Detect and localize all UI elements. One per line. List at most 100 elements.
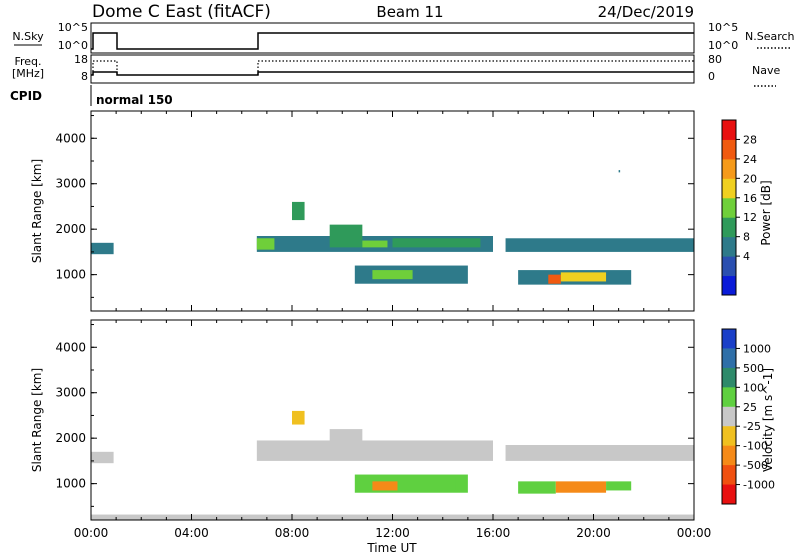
x-tick-label: 04:00 [174, 526, 209, 540]
velocity-colorbar: 1000 500 100 25 -25 -100 -500 -1000 [721, 328, 775, 505]
x-axis-ticks: 00:00 04:00 08:00 12:00 16:00 20:00 00:00 [74, 111, 712, 540]
velocity-colorbar-segment [722, 387, 736, 408]
power-data-cell [505, 238, 694, 252]
freq-trace [91, 71, 694, 76]
velocity-colorbar-tick-label: -1000 [743, 479, 775, 492]
power-colorbar-segment [722, 120, 736, 140]
power-data-cell [91, 242, 114, 255]
power-colorbar-tick-label: 28 [743, 133, 757, 146]
power-ylabel: Slant Range [km] [30, 159, 44, 263]
nave-tick-top: 80 [708, 53, 722, 66]
nave-label: Nave [752, 64, 780, 77]
velocity-colorbar-segment [722, 329, 736, 349]
velocity-ytick-label: 4000 [55, 340, 86, 354]
velocity-colorbar-segment [722, 484, 736, 505]
velocity-colorbar-segment [722, 406, 736, 427]
velocity-colorbar-segment [722, 426, 736, 447]
power-colorbar-tick-label: 12 [743, 211, 757, 224]
power-colorbar-segment [722, 236, 736, 257]
date-label: 24/Dec/2019 [598, 3, 694, 21]
x-axis-label: Time UT [366, 541, 417, 554]
power-yticks: 1000 2000 3000 4000 [55, 115, 694, 298]
velocity-ylabel: Slant Range [km] [30, 368, 44, 472]
velocity-data-cell [91, 451, 114, 464]
x-tick-label: 08:00 [275, 526, 310, 540]
velocity-colorbar-tick-label: -100 [743, 440, 768, 453]
power-colorbar-tick-label: 4 [743, 250, 750, 263]
power-colorbar-segment [722, 178, 736, 199]
power-data-cell [392, 238, 481, 248]
velocity-colorbar-segment [722, 465, 736, 486]
x-tick-label: 12:00 [375, 526, 410, 540]
nave-trace [92, 60, 694, 75]
power-colorbar-tick-label: 16 [743, 192, 757, 205]
velocity-data-cell [329, 429, 363, 457]
velocity-colorbar-segment [722, 348, 736, 369]
velocity-colorbar-tick-label: -25 [743, 420, 761, 433]
power-colorbar-segment [722, 139, 736, 160]
nsky-panel [90, 22, 695, 54]
velocity-data-cell [256, 440, 493, 461]
power-colorbar-segment [722, 197, 736, 218]
freq-panel [90, 54, 695, 84]
freq-label: Freq. [14, 55, 41, 68]
nsky-tick-bottom: 10^0 [58, 39, 88, 52]
x-tick-label: 20:00 [576, 526, 611, 540]
velocity-ytick-label: 1000 [55, 477, 86, 491]
velocity-colorbar-tick-label: 500 [743, 362, 764, 375]
velocity-yticks: 1000 2000 3000 4000 [55, 324, 694, 507]
power-ytick-label: 1000 [55, 268, 86, 282]
power-colorbar-tick-label: 24 [743, 153, 757, 166]
velocity-colorbar-segment [722, 367, 736, 388]
power-colorbar-segment [722, 158, 736, 179]
power-data-cell [372, 270, 413, 280]
velocity-colorbar-tick-label: 1000 [743, 342, 771, 355]
power-ytick-label: 3000 [55, 177, 86, 191]
velocity-colorbar-tick-label: 25 [743, 401, 757, 414]
velocity-ytick-label: 3000 [55, 386, 86, 400]
power-data-cell [560, 272, 607, 282]
station-title: Dome C East (fitACF) [92, 2, 271, 22]
freq-tick-top: 18 [74, 53, 88, 66]
power-data-cell [362, 240, 388, 248]
x-tick-label: 16:00 [476, 526, 511, 540]
nsky-trace [91, 32, 694, 50]
nsearch-label: N.Search [745, 30, 795, 43]
power-data-cell [292, 201, 305, 221]
velocity-colorbar-segment [722, 445, 736, 466]
power-data-cell [548, 274, 561, 284]
velocity-colorbar-frame [721, 328, 737, 505]
cpid-value: normal 150 [96, 93, 173, 107]
velocity-colorbar-tick-label: 100 [743, 381, 764, 394]
velocity-data-cell [292, 410, 305, 425]
power-colorbar-segment [722, 217, 736, 238]
velocity-colorbar-tick-label: -500 [743, 459, 768, 472]
nsky-label: N.Sky [12, 30, 44, 43]
power-colorbar-segment [722, 275, 736, 296]
velocity-data-cell [397, 476, 456, 491]
velocity-data-layer [91, 410, 694, 520]
power-data-layer [91, 170, 694, 285]
nsearch-tick-bottom: 10^0 [708, 39, 738, 52]
velocity-data-cell [505, 445, 694, 461]
power-ytick-label: 2000 [55, 222, 86, 236]
power-colorbar-segment [722, 256, 736, 277]
nave-tick-bottom: 0 [708, 70, 715, 83]
power-data-cell [329, 224, 363, 248]
cpid-label: CPID [10, 89, 42, 103]
power-colorbar-tick-label: 20 [743, 172, 757, 185]
power-ytick-label: 4000 [55, 131, 86, 145]
nsky-tick-top: 10^5 [58, 21, 88, 34]
velocity-data-cell [606, 481, 632, 491]
beam-label: Beam 11 [376, 3, 443, 21]
power-data-cell [618, 170, 621, 173]
velocity-data-cell [372, 481, 398, 491]
nsearch-tick-top: 10^5 [708, 21, 738, 34]
power-colorbar-label: Power [dB] [759, 180, 773, 245]
x-tick-label: 00:00 [677, 526, 712, 540]
velocity-data-cell [555, 481, 607, 493]
x-tick-label: 00:00 [74, 526, 109, 540]
freq-tick-bottom: 8 [81, 70, 88, 83]
velocity-colorbar-label: Velocity [m s^-1] [761, 368, 775, 472]
